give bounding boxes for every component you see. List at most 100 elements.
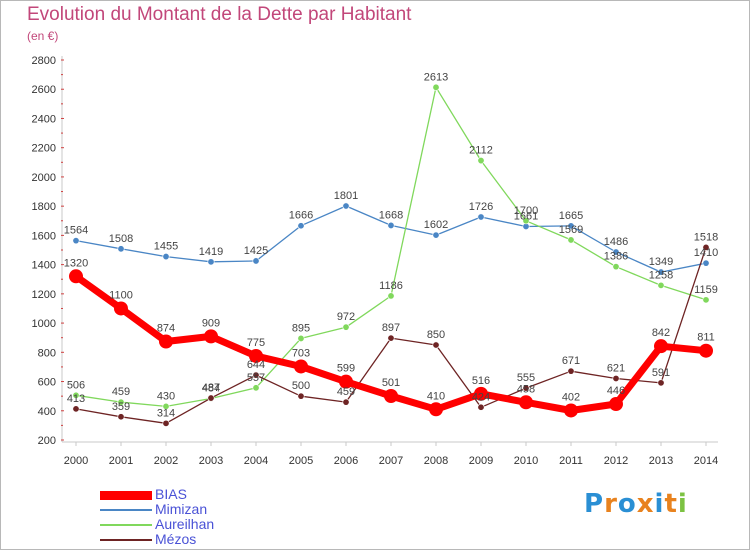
data-label: 1666 <box>289 210 313 222</box>
x-tick-label: 2001 <box>109 455 133 467</box>
y-tick-label: 1200 <box>32 289 56 301</box>
y-tick-label: 2600 <box>32 84 56 96</box>
data-label: 1508 <box>109 233 133 245</box>
data-label: 487 <box>202 382 220 394</box>
data-point <box>159 334 173 349</box>
y-axis: 200 400 600 800 1000 1200 1400 1600 1800 2000 2200… <box>32 55 64 447</box>
y-tick-label: 1800 <box>32 201 56 213</box>
x-tick-label: 2008 <box>424 455 448 467</box>
y-tick-label: 2800 <box>32 55 56 67</box>
data-label: 1425 <box>244 245 268 257</box>
data-label: 359 <box>112 401 130 413</box>
data-point <box>699 343 713 358</box>
data-label: 484 <box>202 382 220 394</box>
x-tick-label: 2010 <box>514 455 538 467</box>
data-point <box>72 237 80 245</box>
data-label: 314 <box>157 407 175 419</box>
y-tick-label: 1000 <box>32 318 56 330</box>
data-label: 557 <box>247 372 265 384</box>
data-point <box>117 413 125 421</box>
data-labels: 1320 1100 874 909 775 703 599 501 410 516 458 402 44… <box>64 71 718 419</box>
x-tick-label: 2005 <box>289 455 313 467</box>
data-point <box>522 384 530 392</box>
legend-item-mimizan: Mimizan <box>100 501 320 517</box>
legend-label: BIAS <box>155 486 187 502</box>
x-tick-label: 2013 <box>649 455 673 467</box>
chart-subtitle: (en €) <box>27 29 59 43</box>
data-label: 1486 <box>604 236 628 248</box>
y-tick-label: 600 <box>38 377 56 389</box>
data-point <box>477 157 485 165</box>
x-tick-label: 2012 <box>604 455 628 467</box>
x-tick-label: 2011 <box>559 455 583 467</box>
data-point <box>477 213 485 221</box>
data-label: 895 <box>292 322 310 334</box>
data-label: 501 <box>382 377 400 389</box>
data-label: 413 <box>67 393 85 405</box>
series-aureilhan <box>72 83 710 410</box>
data-point <box>612 374 620 382</box>
data-point <box>207 258 215 266</box>
data-label: 1602 <box>424 219 448 231</box>
data-point <box>432 83 440 91</box>
data-label: 703 <box>292 347 310 359</box>
data-point <box>612 263 620 271</box>
data-label: 446 <box>607 385 625 397</box>
data-label: 2112 <box>469 145 493 157</box>
x-tick-label: 2006 <box>334 455 358 467</box>
data-point <box>297 334 305 342</box>
data-label: 644 <box>247 359 265 371</box>
y-tick-label: 2400 <box>32 113 56 125</box>
data-point <box>72 391 80 399</box>
proxiti-logo: Proxiti <box>584 489 688 519</box>
data-label: 1665 <box>559 210 583 222</box>
data-point <box>657 281 665 289</box>
chart-title: Evolution du Montant de la Dette par Hab… <box>27 4 412 25</box>
data-point <box>657 268 665 276</box>
data-label: 1100 <box>109 289 133 301</box>
data-point <box>252 384 260 392</box>
data-label: 1661 <box>514 210 538 222</box>
y-tick-label: 200 <box>38 435 56 447</box>
data-label: 1569 <box>559 224 583 236</box>
data-label: 1518 <box>694 231 718 243</box>
data-point <box>249 348 263 363</box>
data-point <box>474 386 488 401</box>
data-point <box>342 323 350 331</box>
data-label: 1349 <box>649 256 673 268</box>
legend-item-bias: BIAS <box>100 486 320 502</box>
legend-swatch <box>100 490 152 500</box>
data-point <box>477 403 485 411</box>
data-point <box>117 245 125 253</box>
data-point <box>252 371 260 379</box>
x-tick-label: 2009 <box>469 455 493 467</box>
data-label: 1186 <box>379 280 403 292</box>
data-point <box>432 231 440 239</box>
x-tick-label: 2000 <box>64 455 88 467</box>
data-label: 591 <box>652 367 670 379</box>
data-point <box>387 334 395 342</box>
legend-swatch <box>100 524 152 526</box>
data-label: 506 <box>67 379 85 391</box>
data-label: 599 <box>337 363 355 375</box>
data-label: 972 <box>337 311 355 323</box>
data-point <box>114 301 128 316</box>
legend-swatch <box>100 509 152 511</box>
data-point <box>702 243 710 251</box>
data-label: 458 <box>517 383 535 395</box>
data-label: 459 <box>112 386 130 398</box>
y-tick-label: 2000 <box>32 172 56 184</box>
data-label: 897 <box>382 322 400 334</box>
series-mézos <box>72 243 710 427</box>
y-tick-label: 800 <box>38 347 56 359</box>
data-point <box>429 402 443 417</box>
data-label: 842 <box>652 327 670 339</box>
data-point <box>384 389 398 404</box>
series-bias <box>69 269 713 418</box>
data-point <box>252 257 260 265</box>
data-point <box>432 341 440 349</box>
data-point <box>609 397 623 412</box>
data-point <box>342 398 350 406</box>
